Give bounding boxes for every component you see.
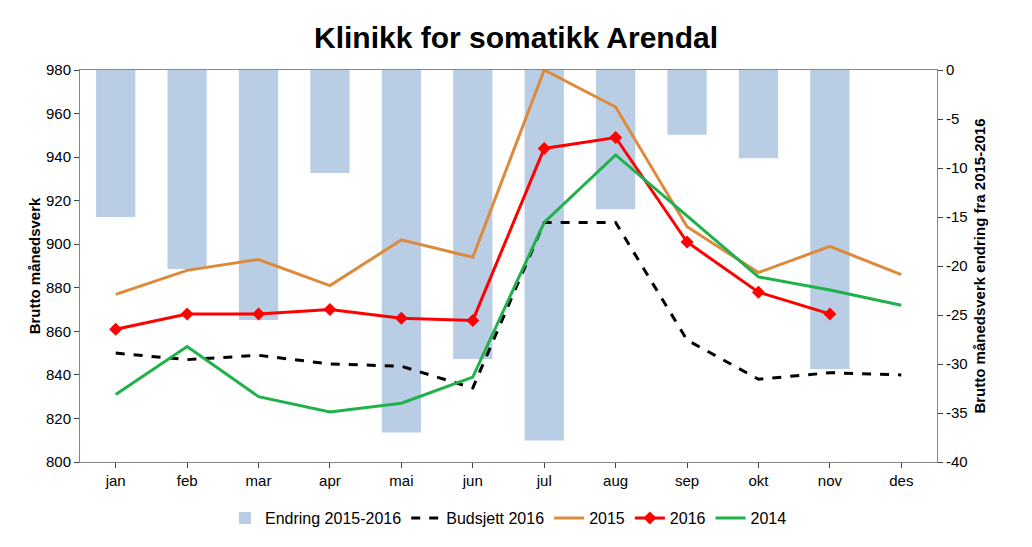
svg-text:880: 880 [46,279,71,296]
svg-text:-15: -15 [946,208,968,225]
svg-text:sep: sep [675,472,699,489]
svg-text:-40: -40 [946,453,968,470]
svg-text:mar: mar [246,472,272,489]
svg-text:jan: jan [105,472,126,489]
svg-text:0: 0 [946,61,954,78]
svg-text:-20: -20 [946,257,968,274]
svg-text:-5: -5 [946,110,959,127]
svg-text:-30: -30 [946,355,968,372]
svg-text:jun: jun [462,472,483,489]
svg-text:jul: jul [536,472,552,489]
svg-text:Klinikk for somatikk Arendal: Klinikk for somatikk Arendal [314,21,718,54]
svg-text:940: 940 [46,148,71,165]
svg-text:Budsjett 2016: Budsjett 2016 [446,510,544,527]
svg-text:nov: nov [818,472,843,489]
svg-text:2014: 2014 [751,510,787,527]
svg-text:-10: -10 [946,159,968,176]
svg-text:920: 920 [46,192,71,209]
svg-text:840: 840 [46,366,71,383]
svg-text:Endring 2015-2016: Endring 2015-2016 [265,510,401,527]
svg-text:Brutto månedsverk: Brutto månedsverk [26,197,43,334]
svg-text:980: 980 [46,61,71,78]
svg-text:Brutto månedsverk endring fra: Brutto månedsverk endring fra 2015-2016 [971,118,988,413]
svg-text:des: des [889,472,913,489]
svg-text:okt: okt [748,472,769,489]
svg-text:960: 960 [46,105,71,122]
svg-text:800: 800 [46,453,71,470]
svg-text:2015: 2015 [589,510,625,527]
svg-text:aug: aug [603,472,628,489]
svg-text:-35: -35 [946,404,968,421]
svg-text:mai: mai [389,472,413,489]
svg-text:apr: apr [319,472,341,489]
svg-text:860: 860 [46,323,71,340]
svg-text:-25: -25 [946,306,968,323]
svg-text:900: 900 [46,235,71,252]
svg-text:2016: 2016 [670,510,706,527]
svg-text:feb: feb [177,472,198,489]
svg-text:820: 820 [46,410,71,427]
